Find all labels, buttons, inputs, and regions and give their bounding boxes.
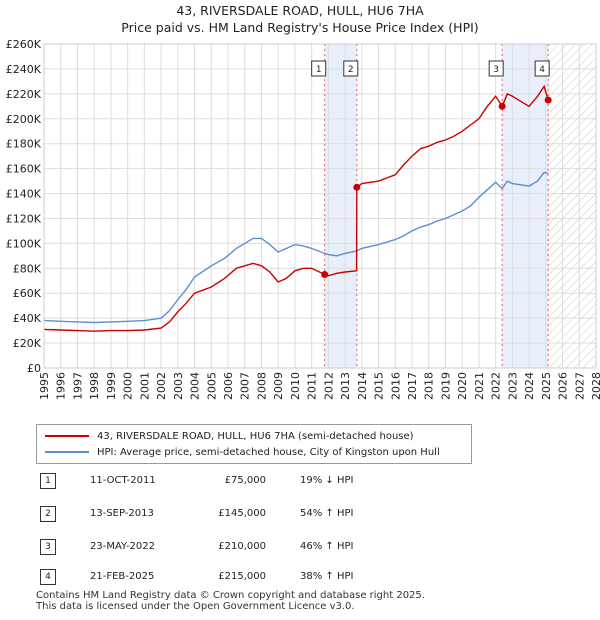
transaction-label-box xyxy=(534,60,550,77)
x-tick-label: 2006 xyxy=(222,372,235,400)
transaction-date: 13-SEP-2013 xyxy=(90,508,154,519)
y-tick-label: £100K xyxy=(6,237,42,250)
hpi-line xyxy=(43,171,549,324)
x-tick-label: 2020 xyxy=(456,372,469,400)
x-tick-label: 1999 xyxy=(105,372,118,400)
shaded-range xyxy=(324,44,357,368)
x-tick-label: 1998 xyxy=(88,372,101,400)
transaction-date: 21-FEB-2025 xyxy=(90,571,155,582)
transaction-point xyxy=(498,102,506,110)
transaction-price: £215,000 xyxy=(218,571,266,582)
x-tick-label: 2002 xyxy=(155,372,168,400)
y-tick-label: £60K xyxy=(13,287,42,300)
table-row: 1 11-OCT-2011 £75,000 19% ↓ HPI xyxy=(40,470,560,490)
y-tick-label: £260K xyxy=(6,38,42,51)
x-tick-label: 2024 xyxy=(523,372,536,400)
legend-swatch-hpi xyxy=(45,451,89,453)
transaction-price: £210,000 xyxy=(218,541,266,552)
shaded-range xyxy=(502,44,549,368)
table-row: 2 13-SEP-2013 £145,000 54% ↑ HPI xyxy=(40,503,560,523)
legend-item-property: 43, RIVERSDALE ROAD, HULL, HU6 7HA (semi… xyxy=(45,429,414,443)
x-tick-label: 2025 xyxy=(540,372,553,400)
x-tick-label: 2004 xyxy=(189,372,202,400)
footer-licence: This data is licensed under the Open Gov… xyxy=(36,601,355,612)
table-row: 3 23-MAY-2022 £210,000 46% ↑ HPI xyxy=(40,536,560,556)
chart-subtitle: Price paid vs. HM Land Registry's House … xyxy=(121,20,479,35)
x-tick-label: 2005 xyxy=(205,372,218,400)
y-tick-label: £240K xyxy=(6,63,42,76)
y-tick-label: £200K xyxy=(6,113,42,126)
x-tick-label: 2015 xyxy=(373,372,386,400)
x-tick-label: 2001 xyxy=(138,372,151,400)
y-tick-label: £40K xyxy=(13,312,42,325)
legend-item-hpi: HPI: Average price, semi-detached house,… xyxy=(45,445,440,459)
x-tick-label: 2017 xyxy=(406,372,419,400)
transaction-label: 2 xyxy=(348,65,354,75)
transaction-point xyxy=(353,183,361,191)
x-tick-label: 2007 xyxy=(239,372,252,400)
y-tick-label: £120K xyxy=(6,212,42,225)
x-tick-label: 1996 xyxy=(55,372,68,400)
y-tick-label: £20K xyxy=(13,337,42,350)
x-tick-label: 2023 xyxy=(506,372,519,400)
legend: 43, RIVERSDALE ROAD, HULL, HU6 7HA (semi… xyxy=(36,424,472,464)
transaction-hpi-change: 46% ↑ HPI xyxy=(300,541,354,552)
x-tick-label: 2014 xyxy=(356,372,369,400)
transaction-hpi-change: 38% ↑ HPI xyxy=(300,571,354,582)
y-tick-label: £80K xyxy=(13,262,42,275)
transaction-number: 2 xyxy=(40,506,56,522)
transaction-number: 3 xyxy=(40,539,56,555)
transaction-label-box xyxy=(311,60,327,77)
footer: Contains HM Land Registry data © Crown c… xyxy=(36,590,425,612)
y-tick-label: £140K xyxy=(6,188,42,201)
x-tick-label: 2008 xyxy=(255,372,268,400)
transaction-point xyxy=(321,271,329,279)
transaction-number: 4 xyxy=(40,569,56,585)
x-tick-label: 2022 xyxy=(490,372,503,400)
transaction-label: 3 xyxy=(493,65,499,75)
x-tick-label: 2026 xyxy=(557,372,570,400)
transaction-label: 4 xyxy=(539,65,545,75)
x-tick-label: 2011 xyxy=(306,372,319,400)
transaction-number: 1 xyxy=(40,473,56,489)
transaction-hpi-change: 54% ↑ HPI xyxy=(300,508,354,519)
x-tick-label: 1995 xyxy=(38,372,51,400)
price-paid-line xyxy=(43,84,549,332)
x-tick-label: 2012 xyxy=(322,372,335,400)
transaction-price: £75,000 xyxy=(224,475,266,486)
table-row: 4 21-FEB-2025 £215,000 38% ↑ HPI xyxy=(40,566,560,586)
footer-copyright: Contains HM Land Registry data © Crown c… xyxy=(36,590,425,601)
y-tick-label: £160K xyxy=(6,163,42,176)
forecast-hatch xyxy=(548,44,596,368)
x-tick-label: 2019 xyxy=(439,372,452,400)
chart-title: 43, RIVERSDALE ROAD, HULL, HU6 7HA xyxy=(176,3,424,18)
x-tick-label: 2021 xyxy=(473,372,486,400)
legend-label-hpi: HPI: Average price, semi-detached house,… xyxy=(97,446,440,458)
transaction-date: 23-MAY-2022 xyxy=(90,541,156,552)
transaction-date: 11-OCT-2011 xyxy=(90,475,156,486)
x-tick-label: 2009 xyxy=(272,372,285,400)
y-tick-label: £180K xyxy=(6,138,42,151)
x-tick-label: 2000 xyxy=(122,372,135,400)
transaction-hpi-change: 19% ↓ HPI xyxy=(300,475,354,486)
transaction-label-box xyxy=(343,60,359,77)
transaction-label-box xyxy=(488,60,504,77)
x-tick-label: 2016 xyxy=(389,372,402,400)
x-tick-label: 2003 xyxy=(172,372,185,400)
x-tick-label: 2013 xyxy=(339,372,352,400)
y-tick-label: £220K xyxy=(6,88,42,101)
x-tick-label: 1997 xyxy=(71,372,84,400)
plot-border xyxy=(43,43,597,369)
transaction-point xyxy=(544,96,552,104)
transaction-label: 1 xyxy=(316,65,322,75)
x-tick-label: 2010 xyxy=(289,372,302,400)
x-tick-label: 2018 xyxy=(423,372,436,400)
legend-swatch-property xyxy=(45,435,89,437)
transaction-price: £145,000 xyxy=(218,508,266,519)
y-tick-label: £0 xyxy=(27,362,41,375)
price-chart: 1 2 3 4 £0 £20K £40K £60K £80K £100K £120K £140K £16… xyxy=(6,38,600,400)
x-tick-label: 2028 xyxy=(590,372,600,400)
x-tick-label: 2027 xyxy=(573,372,586,400)
legend-label-property: 43, RIVERSDALE ROAD, HULL, HU6 7HA (semi… xyxy=(97,430,414,442)
